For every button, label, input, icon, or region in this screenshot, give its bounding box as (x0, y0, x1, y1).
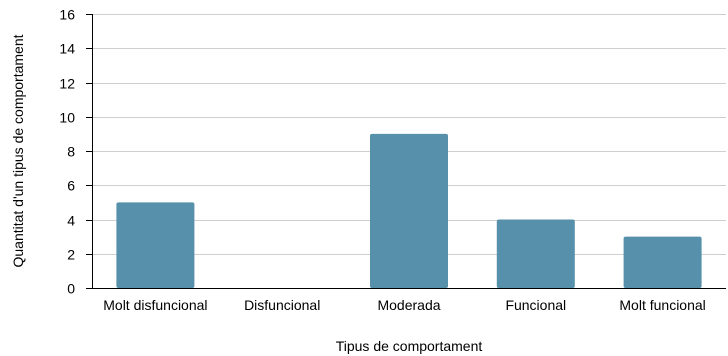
y-tick-label: 8 (67, 144, 75, 160)
bar (116, 202, 195, 288)
y-tick-label: 6 (67, 178, 75, 194)
x-tick-labels: Molt disfuncional Disfuncional Moderada Fun… (103, 297, 706, 313)
x-tick-label: Moderada (377, 297, 440, 313)
x-tick-label: Disfuncional (244, 297, 320, 313)
x-tick-label: Funcional (505, 297, 566, 313)
x-axis-title: Tipus de comportament (336, 338, 483, 354)
y-tick-label: 12 (59, 76, 75, 92)
y-axis-title: Quantitat d'un tipus de comportament (10, 34, 26, 267)
bar (623, 236, 702, 288)
x-tick-label: Molt funcional (619, 297, 705, 313)
x-tick-label: Molt disfuncional (103, 297, 207, 313)
y-tick-label: 14 (59, 41, 75, 57)
y-tick-label: 0 (67, 281, 75, 297)
y-tick-label: 4 (67, 213, 75, 229)
bar (496, 219, 575, 288)
y-tick-labels: 0 2 4 6 8 10 12 14 16 (59, 7, 75, 297)
bar (370, 133, 448, 288)
y-tick-label: 10 (59, 110, 75, 126)
axes (86, 14, 726, 289)
y-tick-label: 16 (59, 7, 75, 23)
y-tick-label: 2 (67, 247, 75, 263)
bars (116, 133, 702, 288)
